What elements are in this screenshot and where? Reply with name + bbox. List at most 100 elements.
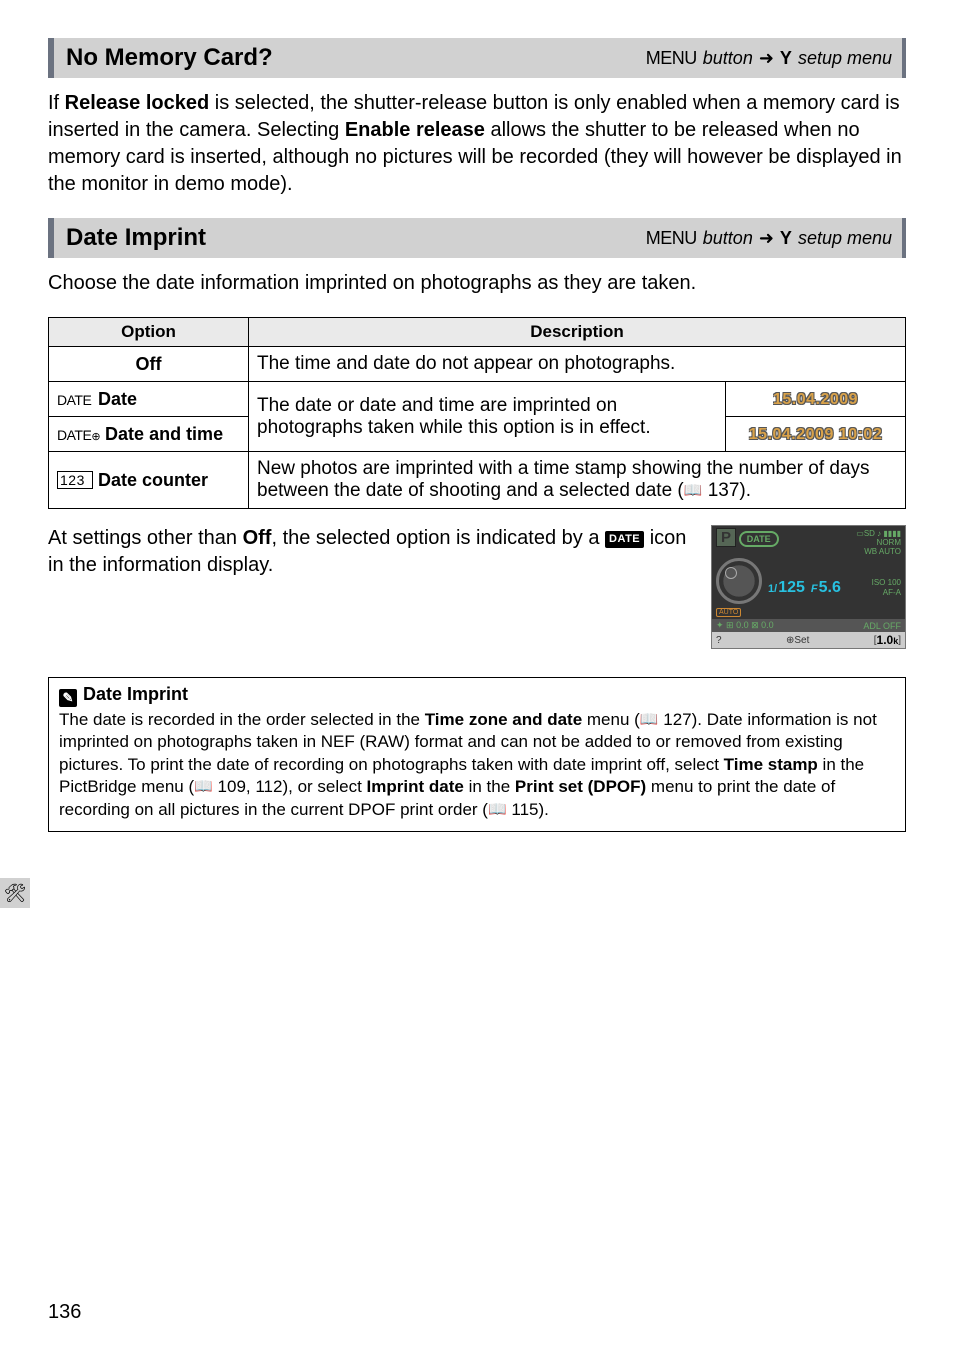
auto-chip: AUTO	[716, 608, 741, 617]
text-fragment: DATE	[57, 427, 91, 443]
set-label: ⊕Set	[786, 635, 809, 646]
counter-icon: 123	[57, 471, 93, 489]
arrow-icon: ➜	[759, 48, 774, 69]
text-bold: Time zone and date	[425, 710, 582, 729]
text-bold: Imprint date	[367, 777, 464, 796]
note-body: The date is recorded in the order select…	[59, 709, 895, 821]
iso-label: ISO	[872, 578, 886, 587]
no-memory-body: If Release locked is selected, the shutt…	[48, 90, 906, 198]
quality-label: NORM	[856, 538, 901, 547]
opt-label: Date	[98, 389, 137, 409]
stamp-text: 15.04.2009 10:02	[749, 426, 882, 444]
lcd-top: P DATE ▭SD ♪ ▮▮▮▮ NORM WB AUTO	[712, 526, 905, 556]
setup-menu-label: setup menu	[798, 228, 892, 249]
text-bold: Enable release	[345, 119, 485, 141]
count-value: 1.0	[877, 633, 894, 647]
mode-dial-icon	[716, 558, 762, 604]
opt-label: Date and time	[105, 424, 223, 444]
opt-off: Off	[49, 347, 249, 382]
text-fragment: 115).	[511, 800, 549, 819]
section-header-no-memory: No Memory Card? MENU button ➜ Y setup me…	[48, 38, 906, 78]
stamp-date: 15.04.2009	[726, 382, 906, 417]
after-text: At settings other than Off, the selected…	[48, 525, 697, 579]
text-bold: Print set (DPOF)	[515, 777, 646, 796]
setup-icon: Y	[780, 228, 792, 249]
date-indicator: DATE	[739, 531, 779, 547]
auto-label: AUTO	[879, 547, 901, 556]
text-fragment: menu (	[582, 710, 640, 729]
lcd-dial-col: AUTO	[716, 558, 762, 617]
wb-label: WB	[864, 547, 877, 556]
lcd-top-right: ▭SD ♪ ▮▮▮▮ NORM WB AUTO	[856, 529, 901, 556]
desc-date-datetime: The date or date and time are imprinted …	[249, 382, 726, 452]
book-icon: 📖	[194, 778, 213, 795]
table-header-row: Option Description	[49, 318, 906, 347]
text-fragment: The date is recorded in the order select…	[59, 710, 425, 729]
button-label: button	[703, 48, 753, 69]
stamp-text: 15.04.2009	[773, 391, 858, 409]
remaining-count: 1.0k	[877, 633, 899, 647]
options-table: Option Description Off The time and date…	[48, 317, 906, 509]
iso-value: 100	[888, 578, 901, 587]
aperture-prefix: F	[811, 583, 818, 595]
menu-label: MENU	[646, 48, 697, 69]
table-row: DATE Date The date or date and time are …	[49, 382, 906, 417]
menu-path: MENU button ➜ Y setup menu	[646, 228, 892, 249]
datetime-icon: DATE⊕	[57, 427, 100, 443]
menu-path: MENU button ➜ Y setup menu	[646, 48, 892, 69]
date-chip-icon: DATE	[605, 531, 644, 548]
section-title: No Memory Card?	[66, 44, 273, 72]
adl-label: ADL OFF	[863, 621, 901, 631]
opt-datetime: DATE⊕ Date and time	[49, 417, 249, 452]
comp-bar: ✦ ⊞ 0.0 ⊠ 0.0	[716, 620, 774, 631]
setup-icon: Y	[780, 48, 792, 69]
mode-p: P	[716, 528, 736, 547]
opt-label: Date counter	[98, 470, 208, 490]
col-option: Option	[49, 318, 249, 347]
note-icon: ✎	[59, 689, 77, 707]
after-table: At settings other than Off, the selected…	[48, 525, 906, 649]
clock-icon: ⊕	[91, 431, 100, 443]
page-number: 136	[48, 1301, 81, 1324]
button-label: button	[703, 228, 753, 249]
text-fragment: New photos are imprinted with a time sta…	[257, 458, 870, 501]
date-imprint-intro: Choose the date information imprinted on…	[48, 270, 906, 297]
text-fragment: in the	[464, 777, 515, 796]
desc-datecounter: New photos are imprinted with a time sta…	[249, 452, 906, 509]
text-fragment: At settings other than	[48, 527, 243, 549]
lcd-right: ISO 100 AF-A	[872, 578, 901, 598]
shutter-prefix: 1/	[768, 583, 777, 595]
status-icons: ▭SD ♪ ▮▮▮▮	[856, 529, 901, 538]
text-bold: Release locked	[65, 92, 210, 114]
side-tab-icon: 🛠	[0, 878, 30, 908]
info-display-thumbnail: P DATE ▭SD ♪ ▮▮▮▮ NORM WB AUTO AUTO 1/12…	[711, 525, 906, 649]
arrow-icon: ➜	[759, 228, 774, 249]
date-icon: DATE	[57, 392, 93, 408]
af-label: AF-A	[872, 588, 901, 598]
menu-label: MENU	[646, 228, 697, 249]
col-description: Description	[249, 318, 906, 347]
note-title-text: Date Imprint	[83, 684, 188, 704]
note-box: ✎ Date Imprint The date is recorded in th…	[48, 677, 906, 832]
setup-icon: 🛠	[4, 883, 27, 904]
lcd-left: P DATE	[716, 529, 779, 556]
exposure: 1/125F5.6	[768, 579, 841, 597]
opt-date: DATE Date	[49, 382, 249, 417]
text-fragment: 137).	[708, 480, 751, 501]
text-fragment: If	[48, 92, 65, 114]
book-icon: 📖	[684, 482, 703, 499]
setup-menu-label: setup menu	[798, 48, 892, 69]
text-fragment: , the selected option is indicated by a	[271, 527, 605, 549]
desc-off: The time and date do not appear on photo…	[249, 347, 906, 382]
book-icon: 📖	[640, 711, 659, 728]
text-bold: Time stamp	[724, 755, 818, 774]
help-icon: ?	[716, 635, 722, 646]
table-row: 123 Date counter New photos are imprinte…	[49, 452, 906, 509]
note-title: ✎ Date Imprint	[59, 684, 895, 707]
table-row: Off The time and date do not appear on p…	[49, 347, 906, 382]
section-header-date-imprint: Date Imprint MENU button ➜ Y setup menu	[48, 218, 906, 258]
text-bold: Off	[243, 527, 272, 549]
text-fragment: 109, 112), or select	[218, 777, 367, 796]
opt-datecounter: 123 Date counter	[49, 452, 249, 509]
lcd-bar: ✦ ⊞ 0.0 ⊠ 0.0 ADL OFF	[712, 619, 905, 632]
